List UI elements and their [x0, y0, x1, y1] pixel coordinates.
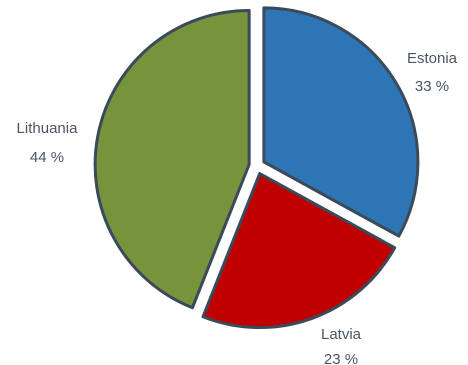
slice-label-estonia: Estonia — [407, 50, 458, 67]
pie-slice-estonia — [262, 6, 420, 238]
slice-value-estonia: 33 % — [415, 78, 449, 95]
pie-labels: Estonia 33 % Latvia 23 % Lithuania 44 % — [17, 50, 458, 365]
slice-value-latvia: 23 % — [324, 351, 358, 365]
slice-label-latvia: Latvia — [321, 326, 362, 343]
slice-value-lithuania: 44 % — [30, 149, 64, 166]
slice-label-lithuania: Lithuania — [17, 120, 79, 137]
pie-slice-latvia — [201, 172, 397, 330]
pie-slice-lithuania — [93, 9, 251, 310]
pie-slices — [93, 6, 420, 330]
